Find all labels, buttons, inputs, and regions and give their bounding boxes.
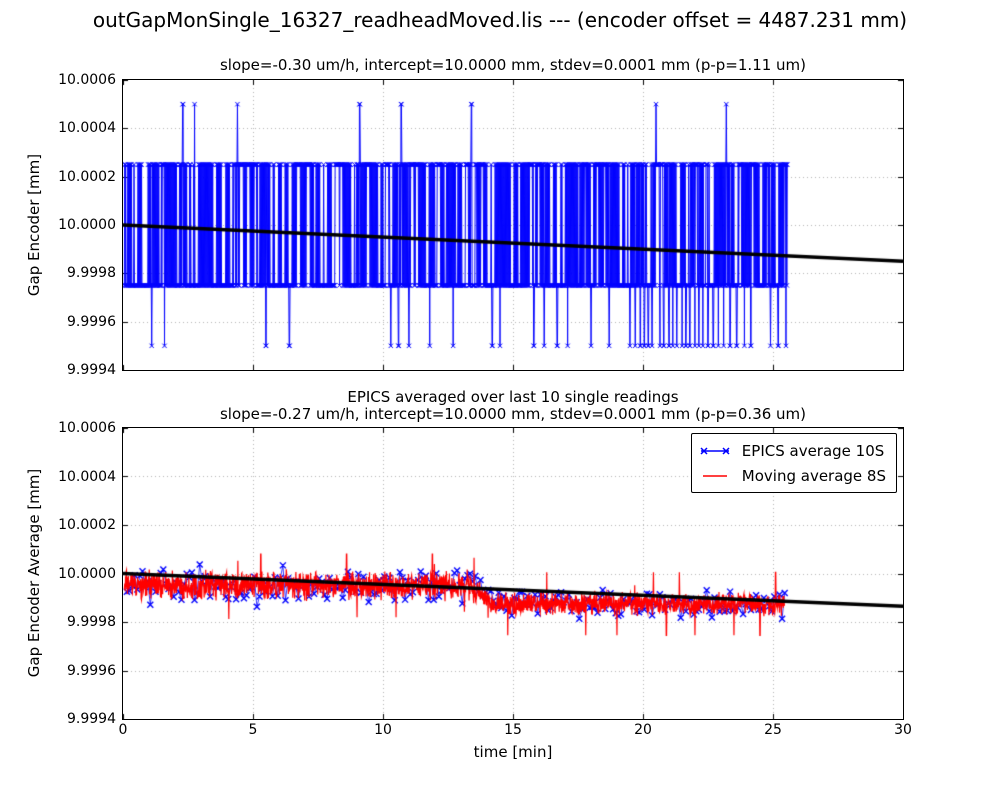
top-plot-area	[122, 79, 904, 371]
top-ytick-label: 10.0006	[58, 72, 116, 88]
bottom-plot-title-line2: slope=-0.27 um/h, intercept=10.0000 mm, …	[219, 405, 807, 423]
xtick-label: 20	[634, 722, 652, 738]
figure-title: outGapMonSingle_16327_readheadMoved.lis …	[92, 8, 908, 32]
xtick-label: 0	[118, 722, 128, 738]
bottom-ytick-label: 10.0000	[58, 566, 116, 582]
bottom-ytick-label: 10.0002	[58, 517, 116, 533]
legend-label-epics-average: EPICS average 10S	[741, 441, 885, 460]
top-ytick-label: 10.0004	[58, 120, 116, 136]
legend: EPICS average 10S Moving average 8S	[690, 433, 897, 493]
xtick-label: 10	[374, 722, 392, 738]
top-plot-canvas	[123, 80, 903, 370]
legend-label-moving-average: Moving average 8S	[741, 466, 886, 485]
bottom-ytick-label: 9.9998	[67, 614, 116, 630]
bottom-ytick-label: 9.9994	[67, 711, 116, 727]
top-ytick-label: 10.0000	[58, 217, 116, 233]
xtick-label: 5	[248, 722, 258, 738]
top-ytick-label: 9.9998	[67, 265, 116, 281]
bottom-plot-area: EPICS average 10S Moving average 8S	[122, 427, 904, 720]
legend-entry-moving-average: Moving average 8S	[698, 463, 886, 488]
top-ytick-label: 10.0002	[58, 169, 116, 185]
bottom-ytick-label: 9.9996	[67, 663, 116, 679]
x-axis-label: time [min]	[473, 743, 553, 761]
top-plot-title: slope=-0.30 um/h, intercept=10.0000 mm, …	[219, 56, 807, 74]
epics-average-line-x-marker-icon	[700, 446, 730, 455]
bottom-ytick-label: 10.0006	[58, 420, 116, 436]
xtick-label: 30	[894, 722, 912, 738]
moving-average-line-icon	[702, 474, 727, 477]
bottom-plot-title-line1: EPICS averaged over last 10 single readi…	[347, 388, 679, 406]
bottom-ytick-label: 10.0004	[58, 469, 116, 485]
bottom-plot-title: EPICS averaged over last 10 single readi…	[123, 389, 903, 423]
xtick-label: 25	[764, 722, 782, 738]
legend-entry-epics-average: EPICS average 10S	[698, 438, 886, 463]
top-ytick-label: 9.9994	[67, 362, 116, 378]
xtick-label: 15	[504, 722, 522, 738]
top-ytick-label: 9.9996	[67, 314, 116, 330]
